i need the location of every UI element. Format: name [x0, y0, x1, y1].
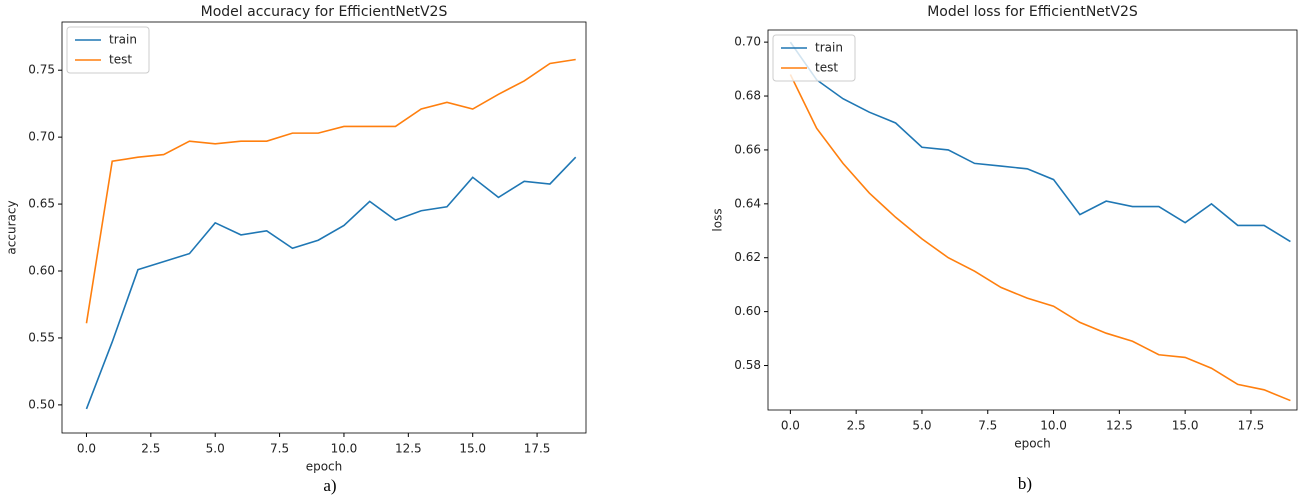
legend-label: test [109, 53, 132, 67]
data-line [85, 58, 576, 324]
x-tick-label: 7.5 [270, 442, 289, 456]
x-tick-label: 10.0 [1040, 419, 1067, 433]
caption: b) [1018, 474, 1032, 493]
x-tick-label: 17.5 [1238, 419, 1265, 433]
plot-area [61, 21, 587, 434]
x-tick-label: 12.5 [395, 442, 422, 456]
data-line [789, 74, 1291, 402]
x-tick-label: 7.5 [978, 419, 997, 433]
caption: a) [323, 476, 336, 495]
y-tick-label: 0.66 [734, 142, 761, 156]
x-tick-label: 10.0 [331, 442, 358, 456]
x-tick-label: 15.0 [459, 442, 486, 456]
x-tick-label: 0.0 [77, 442, 96, 456]
y-tick-label: 0.62 [734, 250, 761, 264]
y-tick-label: 0.75 [28, 63, 55, 77]
x-tick-label: 5.0 [912, 419, 931, 433]
y-tick-label: 0.70 [28, 130, 55, 144]
x-tick-label: 0.0 [781, 419, 800, 433]
x-tick-label: 2.5 [141, 442, 160, 456]
plot-area [767, 29, 1298, 411]
y-tick-label: 0.60 [734, 304, 761, 318]
y-tick-label: 0.68 [734, 89, 761, 103]
x-tick-label: 17.5 [524, 442, 551, 456]
y-tick-label: 0.55 [28, 330, 55, 344]
data-line [85, 156, 577, 410]
y-tick-label: 0.60 [28, 264, 55, 278]
y-tick-label: 0.64 [734, 196, 761, 210]
y-tick-label: 0.65 [28, 197, 55, 211]
legend-box [772, 34, 856, 82]
legend-label: test [815, 61, 838, 75]
x-tick-label: 2.5 [847, 419, 866, 433]
legend-label: train [815, 41, 843, 55]
x-tick-label: 5.0 [206, 442, 225, 456]
x-axis-label: epoch [1014, 437, 1051, 451]
x-tick-label: 12.5 [1106, 419, 1133, 433]
chart-title: Model loss for EfficientNetV2S [927, 4, 1138, 20]
legend-box [66, 26, 150, 74]
x-tick-label: 15.0 [1172, 419, 1199, 433]
legend-label: train [109, 33, 137, 47]
y-tick-label: 0.58 [734, 358, 761, 372]
y-axis-label: accuracy [5, 200, 19, 254]
chart-title: Model accuracy for EfficientNetV2S [201, 4, 448, 20]
x-axis-label: epoch [306, 460, 343, 474]
y-tick-label: 0.70 [734, 35, 761, 49]
y-axis-label: loss [711, 208, 725, 231]
y-tick-label: 0.50 [28, 397, 55, 411]
data-line [789, 41, 1291, 243]
